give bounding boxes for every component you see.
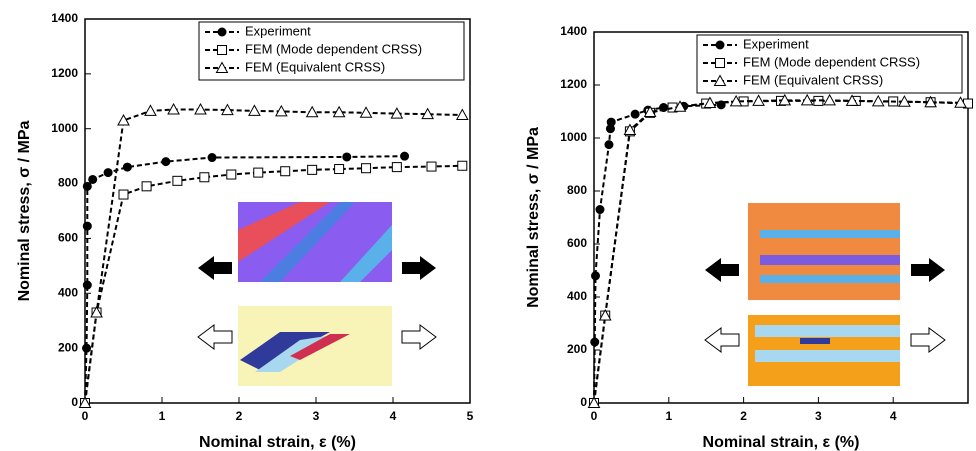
marker (104, 168, 113, 177)
marker (195, 104, 206, 114)
x-tick-label: 4 (890, 409, 897, 423)
marker (142, 182, 151, 191)
marker (88, 175, 97, 184)
y-tick-label: 800 (567, 183, 587, 197)
marker (83, 281, 92, 290)
marker (604, 140, 613, 149)
marker (753, 95, 764, 105)
marker (362, 164, 371, 173)
y-tick-label: 1000 (560, 130, 587, 144)
y-tick-label: 400 (567, 289, 587, 303)
marker (208, 153, 217, 162)
marker (173, 176, 182, 185)
marker (83, 222, 92, 231)
marker (123, 163, 132, 172)
marker (307, 107, 318, 117)
y-tick-label: 1400 (560, 24, 587, 38)
marker (400, 152, 409, 161)
marker (161, 157, 170, 166)
marker (590, 338, 599, 347)
marker (824, 95, 835, 105)
y-tick-label: 1200 (560, 77, 587, 91)
legend-label: FEM (Equivalent CRSS) (245, 59, 385, 74)
marker (716, 41, 725, 50)
x-tick-label: 4 (390, 409, 397, 423)
marker (873, 96, 884, 106)
marker (631, 110, 640, 119)
y-tick-label: 200 (58, 340, 78, 354)
marker (716, 59, 725, 68)
marker (254, 168, 263, 177)
legend-label: Experiment (245, 23, 311, 38)
x-tick-label: 1 (665, 409, 672, 423)
y-tick-label: 400 (58, 285, 78, 299)
x-axis-label: Nominal strain, ε (%) (703, 434, 860, 451)
y-axis-label: Nominal stress, σ / MPa (525, 127, 542, 308)
marker (392, 163, 401, 172)
y-tick-label: 1000 (51, 121, 78, 135)
marker (457, 110, 468, 120)
marker (281, 167, 290, 176)
x-tick-label: 0 (591, 409, 598, 423)
y-tick-label: 200 (567, 342, 587, 356)
marker (595, 205, 604, 214)
x-tick-label: 5 (467, 409, 474, 423)
y-axis-label: Nominal stress, σ / MPa (16, 121, 33, 302)
legend-label: FEM (Equivalent CRSS) (743, 72, 883, 87)
y-tick-label: 1200 (51, 66, 78, 80)
marker (218, 46, 227, 55)
marker (607, 118, 616, 127)
marker (361, 107, 372, 117)
x-tick-label: 1 (159, 409, 166, 423)
y-tick-label: 1400 (51, 11, 78, 25)
x-tick-label: 2 (236, 409, 243, 423)
y-tick-label: 0 (71, 395, 78, 409)
x-axis-label: Nominal strain, ε (%) (199, 434, 356, 451)
marker (249, 105, 260, 115)
marker (591, 271, 600, 280)
marker (200, 173, 209, 182)
y-tick-label: 0 (580, 395, 587, 409)
marker (342, 152, 351, 161)
inset-right (705, 203, 945, 386)
marker (335, 165, 344, 174)
inset-left (198, 202, 436, 386)
x-tick-label: 3 (815, 409, 822, 423)
marker (427, 162, 436, 171)
y-tick-label: 600 (58, 231, 78, 245)
series-line (594, 105, 721, 403)
marker (145, 105, 156, 115)
x-tick-label: 0 (82, 409, 89, 423)
marker (119, 190, 128, 199)
marker (458, 161, 467, 170)
marker (82, 344, 91, 353)
legend-label: FEM (Mode dependent CRSS) (743, 54, 920, 69)
legend-label: Experiment (743, 36, 809, 51)
x-tick-label: 2 (740, 409, 747, 423)
marker (218, 28, 227, 37)
x-tick-label: 3 (313, 409, 320, 423)
marker (308, 165, 317, 174)
y-tick-label: 800 (58, 176, 78, 190)
figure: 0200400600800100012001400012345Nominal s… (0, 0, 976, 451)
legend-label: FEM (Mode dependent CRSS) (245, 41, 422, 56)
marker (227, 170, 236, 179)
y-tick-label: 600 (567, 236, 587, 250)
